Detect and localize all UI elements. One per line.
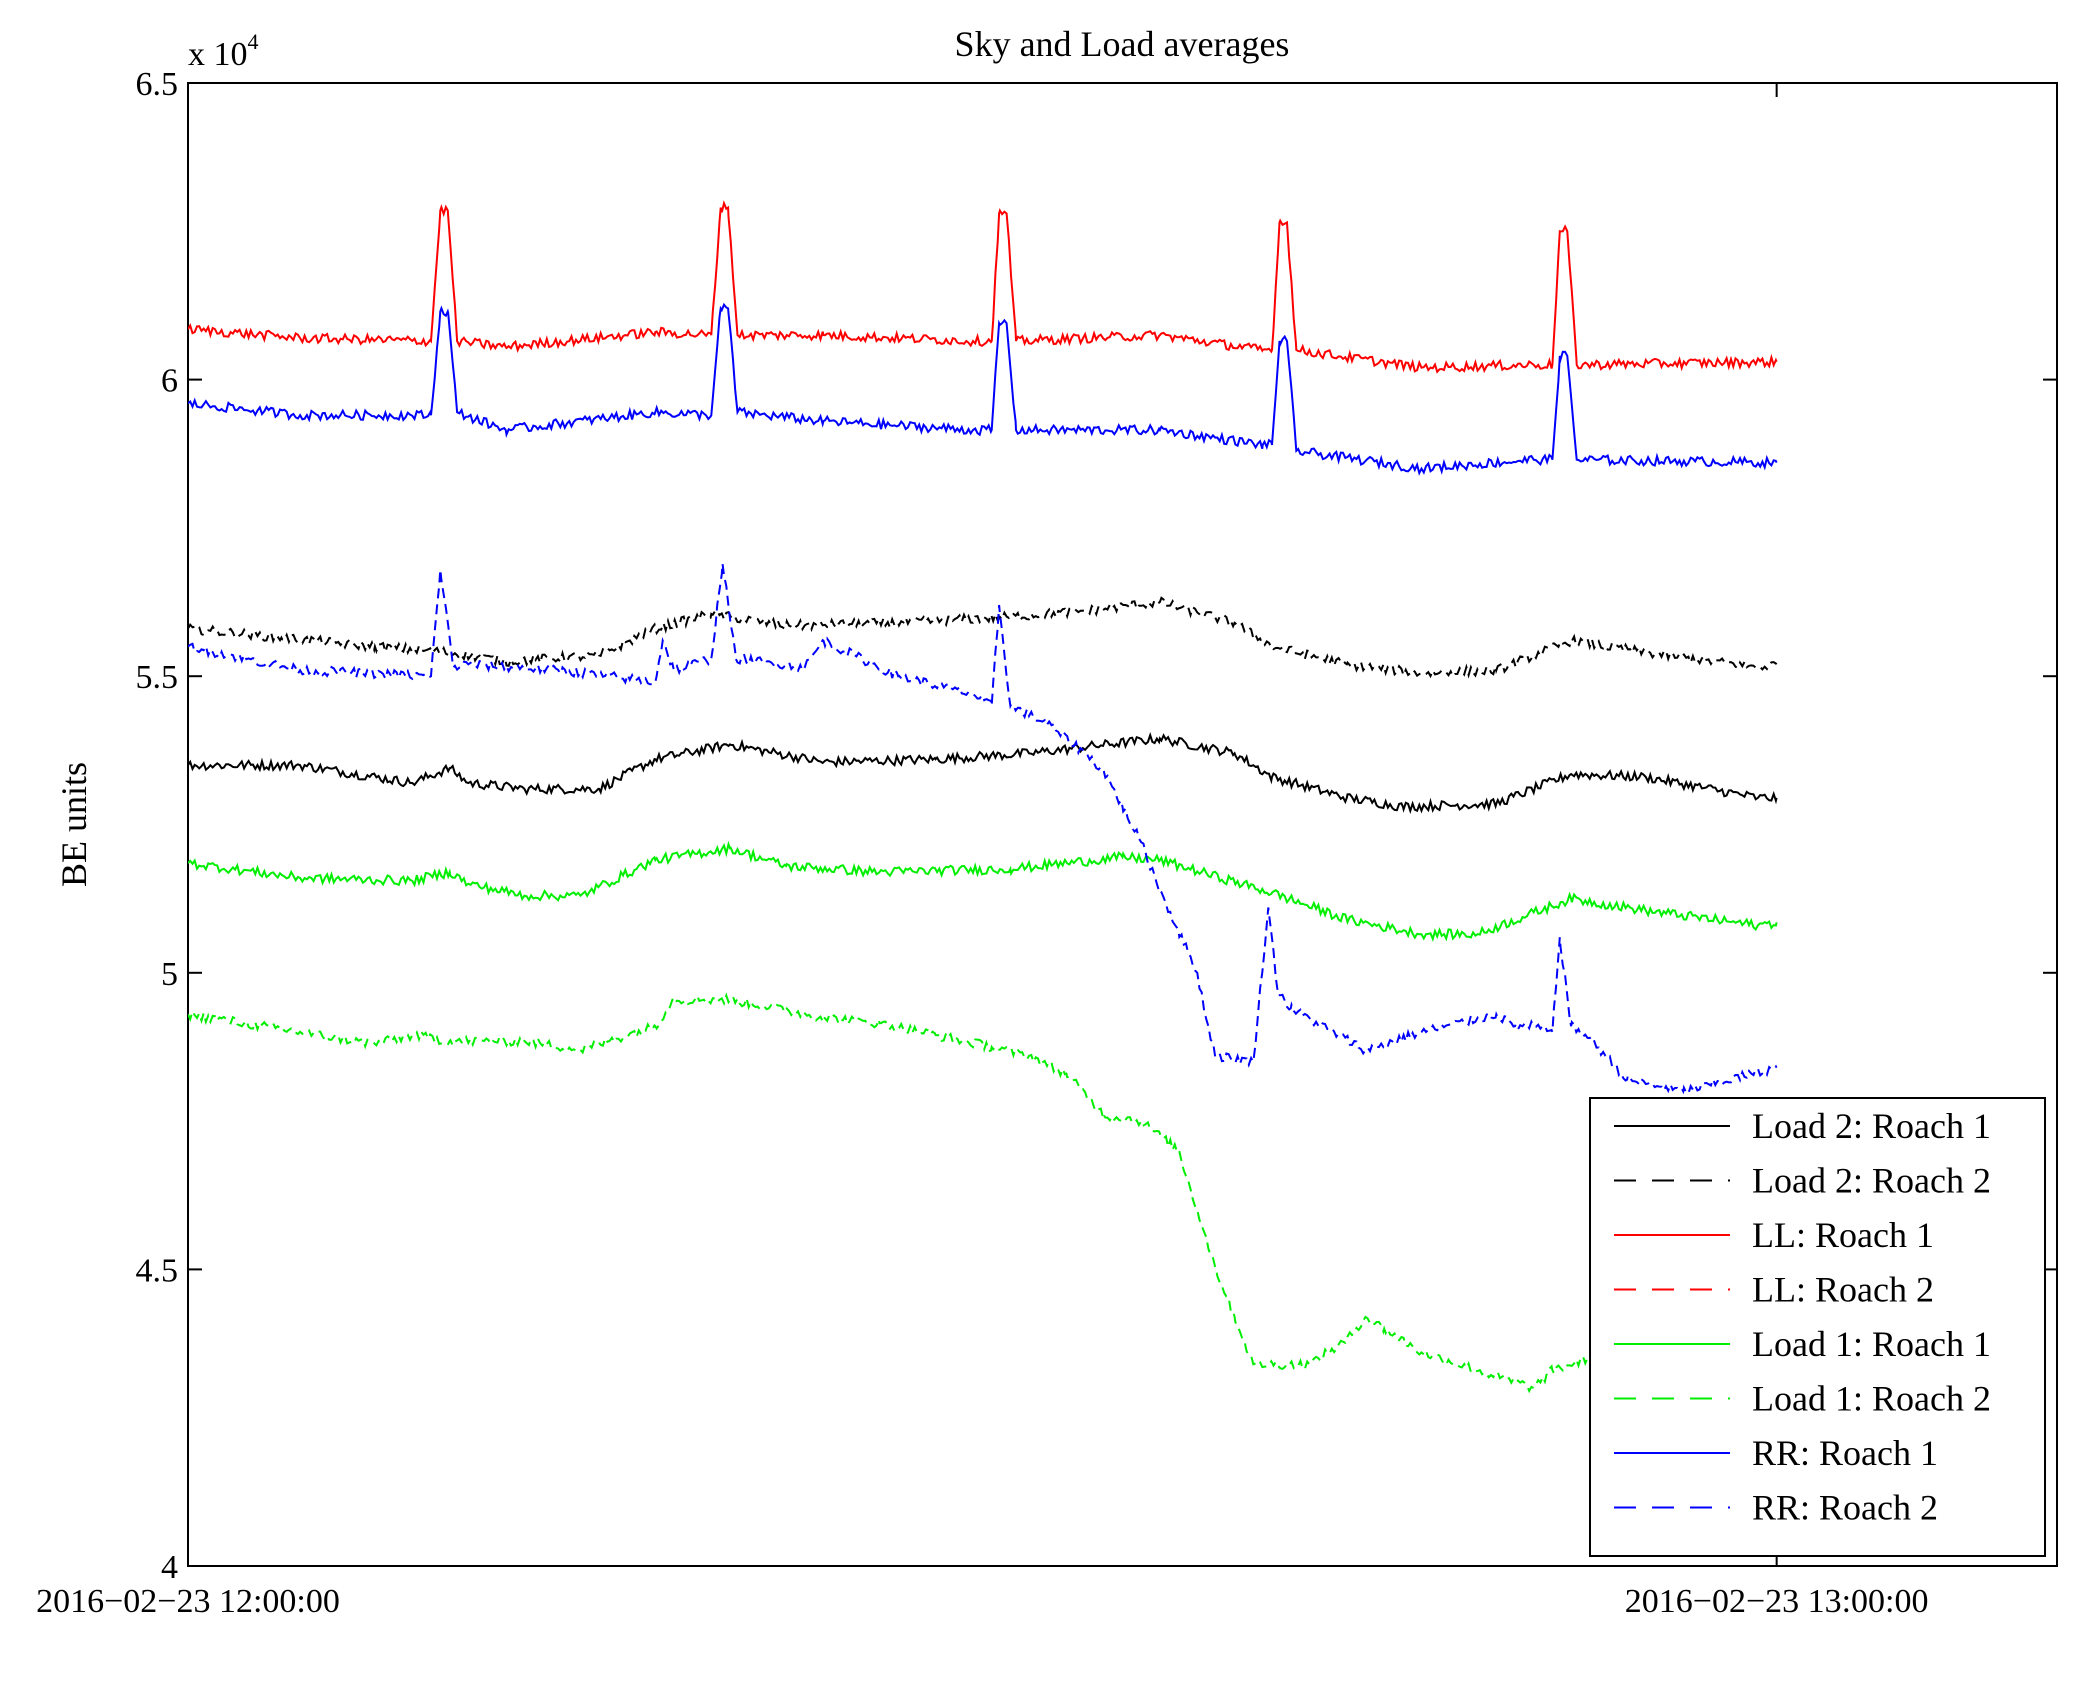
y-tick-label: 4 — [161, 1549, 178, 1586]
y-multiplier: x 104 — [188, 29, 259, 73]
y-tick-label: 6 — [161, 363, 178, 400]
series-line-0 — [188, 732, 1778, 815]
legend-label: LL: Roach 2 — [1752, 1270, 1934, 1310]
series-line-1 — [188, 596, 1778, 679]
series-line-4 — [188, 840, 1778, 942]
y-tick-label: 4.5 — [136, 1252, 179, 1289]
y-axis-label: BE units — [54, 762, 94, 887]
series-line-5 — [188, 992, 1778, 1411]
x-tick-label: 2016−02−23 13:00:00 — [1625, 1583, 1929, 1620]
x-tick-label: 2016−02−23 12:00:00 — [36, 1583, 340, 1620]
legend-label: Load 2: Roach 2 — [1752, 1161, 1991, 1201]
legend-label: RR: Roach 2 — [1752, 1488, 1938, 1528]
legend-label: Load 1: Roach 1 — [1752, 1324, 1991, 1364]
series-line-6 — [188, 302, 1778, 476]
legend-label: Load 2: Roach 1 — [1752, 1106, 1991, 1146]
series-line-2 — [188, 200, 1778, 374]
plot-area: 4 4.5 5 5.5 6 6.5 2016−02−23 12:00:00 2016−02−2… — [36, 66, 2058, 1620]
chart-title: Sky and Load averages — [955, 24, 1290, 64]
series-line-7 — [188, 563, 1778, 1095]
legend-label: Load 1: Roach 2 — [1752, 1379, 1991, 1419]
legend-label: RR: Roach 1 — [1752, 1433, 1938, 1473]
legend-label: LL: Roach 1 — [1752, 1215, 1934, 1255]
y-multiplier-exponent: 4 — [248, 29, 259, 54]
y-tick-label: 5 — [161, 956, 178, 993]
axes-box — [187, 82, 2058, 1567]
y-multiplier-base: x 10 — [188, 36, 248, 73]
y-tick-label: 5.5 — [136, 659, 179, 696]
legend-box — [1589, 1097, 2046, 1557]
legend: Load 2: Roach 1 Load 2: Roach 2 LL: Roach … — [1589, 1097, 2046, 1557]
y-tick-label: 6.5 — [136, 66, 179, 103]
